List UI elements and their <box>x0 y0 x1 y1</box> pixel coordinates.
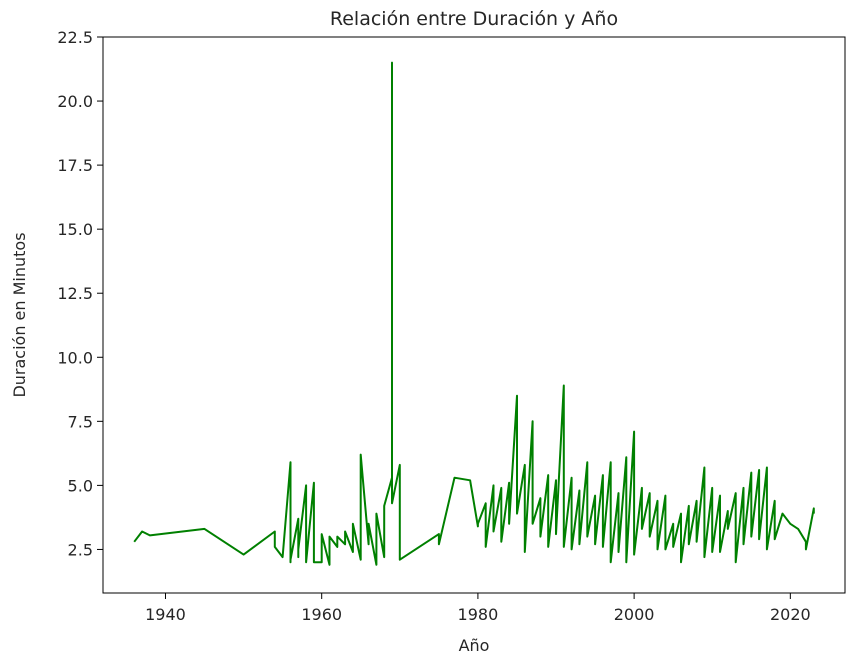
y-tick-label: 15.0 <box>57 220 93 239</box>
y-tick-label: 20.0 <box>57 92 93 111</box>
y-tick-label: 17.5 <box>57 156 93 175</box>
y-axis-label: Duración en Minutos <box>10 232 29 397</box>
y-tick-label: 12.5 <box>57 284 93 303</box>
x-tick-label: 1980 <box>458 605 499 624</box>
x-axis-label: Año <box>459 636 490 655</box>
y-tick-label: 5.0 <box>68 476 93 495</box>
y-tick-label: 7.5 <box>68 412 93 431</box>
y-tick-label: 10.0 <box>57 348 93 367</box>
chart-title: Relación entre Duración y Año <box>330 8 618 30</box>
y-tick-label: 22.5 <box>57 28 93 47</box>
series-line-0 <box>133 61 815 566</box>
y-axis: 2.5 5.0 7.5 10.0 12.5 15.0 17.5 20.0 22.5 <box>57 28 103 559</box>
plot-area <box>133 61 815 566</box>
x-tick-label: 1960 <box>301 605 342 624</box>
plot-frame <box>102 36 846 594</box>
x-tick-label: 2020 <box>770 605 811 624</box>
x-axis: 1940 1960 1980 2000 2020 <box>145 593 811 624</box>
y-tick-label: 2.5 <box>68 540 93 559</box>
x-tick-label: 1940 <box>145 605 186 624</box>
x-tick-label: 2000 <box>614 605 655 624</box>
